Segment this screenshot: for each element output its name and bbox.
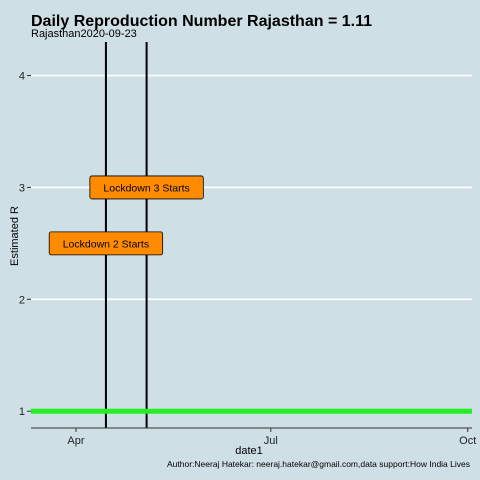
y-tick-label-4: 4 (19, 71, 25, 83)
annotation-label-1: Lockdown 2 Starts (63, 238, 149, 250)
annotation-box-1 (48, 231, 164, 256)
chart-subtitle: Rajasthan2020-09-23 (31, 28, 137, 40)
chart-title: Daily Reproduction Number Rajasthan = 1.… (31, 13, 372, 30)
annotation-layer: Lockdown 2 Starts Lockdown 3 Starts (48, 175, 204, 256)
x-tick-label-jul: Jul (264, 435, 278, 447)
x-axis-title: date1 (235, 445, 263, 457)
y-axis-title: Estimated R (9, 206, 21, 266)
axis-layer: 1 2 3 4 Apr Jul Oct (19, 71, 476, 447)
y-tick-label-1: 1 (19, 406, 25, 418)
x-tick-label-oct: Oct (459, 435, 476, 447)
y-tick-label-3: 3 (19, 182, 25, 194)
x-tick-label-apr: Apr (67, 435, 84, 447)
chart-caption: Author:Neeraj Hatekar: neeraj.hatekar@gm… (167, 459, 470, 469)
annotation-label-2: Lockdown 3 Starts (103, 182, 189, 194)
y-tick-label-2: 2 (19, 294, 25, 306)
annotation-box-2 (89, 175, 204, 200)
